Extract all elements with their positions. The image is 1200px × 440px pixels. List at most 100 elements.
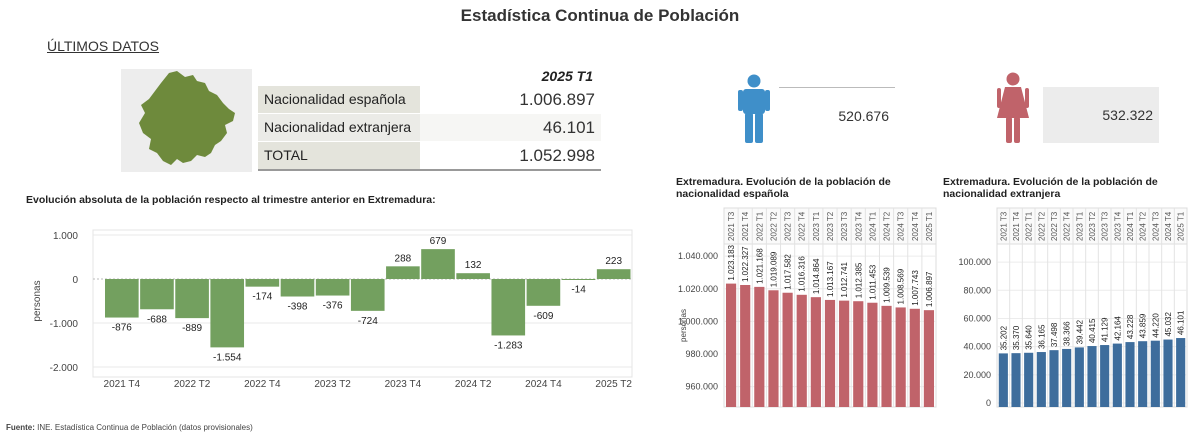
data-label: -609	[533, 311, 553, 322]
bar	[105, 279, 139, 318]
bar	[740, 284, 751, 407]
summary-row-total: TOTAL 1.052.998	[258, 142, 601, 171]
bar	[350, 279, 385, 311]
bar	[796, 294, 807, 407]
data-label: 43.859	[1139, 313, 1148, 338]
female-count-box: 532.322	[1043, 87, 1159, 143]
summary-table: 2025 T1 Nacionalidad española 1.006.897 …	[258, 68, 601, 171]
bar	[1024, 352, 1034, 407]
bar	[881, 305, 892, 407]
bar	[867, 302, 878, 407]
bar	[1112, 343, 1122, 407]
category-label: 2025 T1	[1177, 211, 1186, 241]
data-label: -1.554	[213, 352, 242, 363]
female-count: 532.322	[1102, 107, 1153, 123]
data-label: 1.011.453	[868, 264, 877, 300]
bar	[210, 279, 245, 348]
y-tick-label: 100.000	[958, 257, 991, 267]
data-label: 35.640	[1025, 325, 1034, 350]
category-label: 2022 T4	[1063, 211, 1072, 241]
x-tick-label: 2022 T4	[244, 379, 281, 390]
category-label: 2023 T3	[1101, 211, 1110, 241]
category-label: 2023 T4	[854, 211, 863, 241]
data-label: 37.498	[1050, 322, 1059, 347]
y-tick-label: -2.000	[50, 363, 79, 374]
bar	[175, 279, 209, 319]
data-label: 39.442	[1075, 319, 1084, 344]
category-label: 2022 T3	[784, 211, 793, 241]
data-label: -174	[252, 292, 272, 303]
bar	[1049, 350, 1059, 407]
x-tick-label: 2025 T2	[595, 379, 632, 390]
category-label: 2022 T2	[1037, 211, 1046, 241]
bar	[1138, 341, 1148, 407]
data-label: 1.023.183	[727, 244, 736, 280]
data-label: 36.165	[1037, 324, 1046, 349]
category-label: 2024 T3	[897, 211, 906, 241]
foreign-bar-chart: 0 20.000 40.000 60.000 80.000 100.000 2021 T3 3…	[958, 207, 1188, 408]
data-label: -889	[182, 323, 202, 334]
source-text: INE. Estadística Continua de Población (…	[37, 423, 253, 432]
data-label: 1.021.168	[755, 248, 764, 284]
category-label: 2023 T3	[840, 211, 849, 241]
foreign-chart-title: Extremadura. Evolución de la población d…	[943, 176, 1158, 200]
y-tick-label: 1.040.000	[678, 251, 718, 261]
male-count: 520.676	[838, 108, 889, 124]
spanish-chart-title: Extremadura. Evolución de la población d…	[676, 176, 891, 200]
data-label: -876	[112, 323, 132, 334]
category-label: 2023 T1	[812, 211, 821, 241]
data-label: 1.019.089	[769, 251, 778, 287]
bar	[1125, 342, 1135, 407]
y-tick-label: 20.000	[963, 370, 991, 380]
bar	[923, 310, 935, 407]
category-label: 2024 T2	[883, 211, 892, 241]
data-label: 223	[605, 256, 622, 267]
data-label: 1.012.741	[840, 261, 849, 297]
x-tick-label: 2021 T4	[104, 379, 141, 390]
bar	[315, 279, 350, 296]
data-label: 35.202	[999, 325, 1008, 350]
bar	[909, 308, 920, 407]
bar	[561, 279, 596, 280]
data-label: 42.164	[1113, 316, 1122, 341]
category-label: 2023 T2	[1088, 211, 1097, 241]
bar	[1074, 347, 1084, 407]
plot-area	[92, 229, 633, 378]
bar	[810, 297, 821, 407]
summary-row-value: 1.006.897	[519, 89, 595, 109]
bar	[768, 290, 779, 407]
category-label: 2024 T4	[911, 211, 920, 241]
y-tick-label: 0	[986, 398, 991, 408]
male-icon	[738, 74, 770, 149]
bar	[245, 279, 280, 287]
x-tick-label: 2022 T2	[174, 379, 211, 390]
category-label: 2023 T2	[826, 211, 835, 241]
data-label: 1.012.385	[854, 262, 863, 298]
data-label: 1.013.167	[826, 261, 835, 297]
page-title: Estadística Continua de Población	[460, 6, 740, 25]
summary-row-foreign: Nacionalidad extranjera 46.101	[258, 114, 601, 142]
summary-row-value: 46.101	[543, 117, 595, 137]
extremadura-map-icon	[139, 71, 235, 165]
data-label: 1.006.897	[925, 271, 934, 307]
bar	[782, 292, 793, 407]
source-label: Fuente:	[6, 423, 35, 432]
y-axis-label: personas	[32, 280, 43, 321]
x-tick-label: 2023 T2	[314, 379, 351, 390]
bar	[998, 353, 1008, 407]
data-label: 40.415	[1088, 318, 1097, 343]
y-tick-label: 980.000	[685, 349, 718, 359]
bar	[491, 279, 526, 336]
bar	[754, 286, 765, 407]
data-label: 43.228	[1126, 314, 1135, 339]
male-count-box: 520.676	[779, 87, 895, 144]
bar	[853, 301, 864, 407]
y-axis-label: personas	[679, 309, 688, 342]
bar	[140, 279, 174, 310]
bar	[421, 249, 455, 279]
bar	[1011, 353, 1021, 407]
summary-row-spanish: Nacionalidad española 1.006.897	[258, 86, 601, 114]
bar	[456, 273, 490, 279]
data-label: 41.129	[1101, 317, 1110, 342]
summary-row-value: 1.052.998	[519, 145, 595, 165]
